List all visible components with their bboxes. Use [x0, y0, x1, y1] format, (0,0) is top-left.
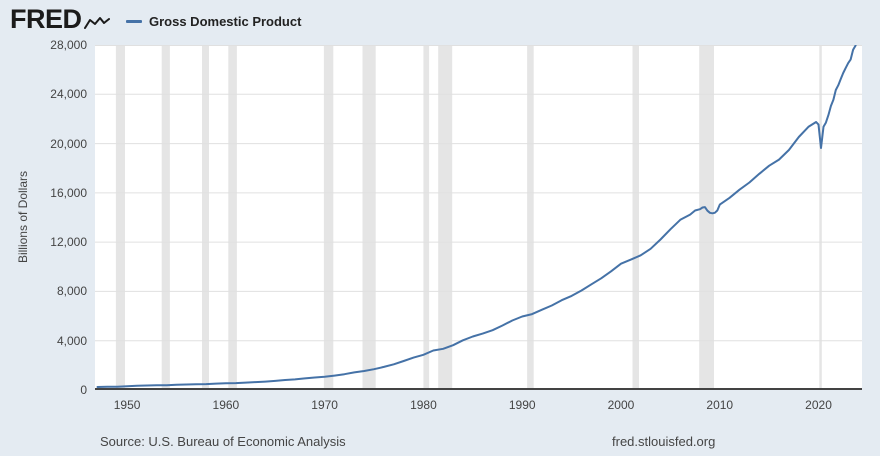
recession-band — [423, 45, 430, 390]
fred-logo[interactable]: FRED — [10, 4, 110, 35]
fred-site-link[interactable]: fred.stlouisfed.org — [612, 434, 716, 449]
recession-band — [202, 45, 209, 390]
x-tick-label: 1950 — [113, 398, 141, 412]
recession-band — [115, 45, 125, 390]
legend-series-label: Gross Domestic Product — [149, 14, 302, 29]
plot-area[interactable] — [95, 45, 862, 390]
y-tick-label: 8,000 — [56, 284, 87, 299]
y-tick-label: 20,000 — [50, 136, 87, 151]
x-tick-label: 1970 — [311, 398, 338, 412]
recession-band — [228, 45, 237, 390]
recession-band — [161, 45, 170, 390]
x-tick-label: 2000 — [607, 398, 635, 412]
y-tick-label: 16,000 — [50, 185, 87, 200]
source-text: Source: U.S. Bureau of Economic Analysis — [100, 434, 346, 449]
recession-band — [362, 45, 376, 390]
y-tick-label: 0 — [80, 383, 87, 397]
x-tick-label: 1990 — [508, 398, 536, 412]
y-axis-title: Billions of Dollars — [16, 170, 30, 264]
chart-legend: Gross Domestic Product — [126, 14, 301, 29]
recession-band — [527, 45, 534, 390]
fred-logo-sparkline-icon — [83, 16, 110, 29]
x-tick-label: 2020 — [805, 398, 832, 412]
recession-band — [699, 45, 714, 390]
fred-logo-text: FRED — [10, 4, 82, 34]
y-tick-label: 28,000 — [50, 38, 87, 52]
recession-band — [819, 45, 822, 390]
recession-band — [632, 45, 639, 390]
y-tick-label: 24,000 — [50, 87, 87, 102]
recession-band — [323, 45, 334, 390]
recession-band — [438, 45, 453, 390]
legend-line-swatch — [126, 20, 142, 23]
header: FRED Gross Domestic Product — [0, 0, 880, 40]
x-tick-label: 1960 — [212, 398, 240, 412]
x-tick-label: 2010 — [706, 398, 734, 412]
gdp-line-series — [96, 45, 857, 388]
x-tick-label: 1980 — [410, 398, 437, 412]
gdp-chart-svg — [95, 45, 862, 390]
footer: Source: U.S. Bureau of Economic Analysis… — [0, 434, 880, 454]
y-tick-label: 12,000 — [50, 235, 87, 250]
y-tick-label: 4,000 — [56, 333, 87, 348]
